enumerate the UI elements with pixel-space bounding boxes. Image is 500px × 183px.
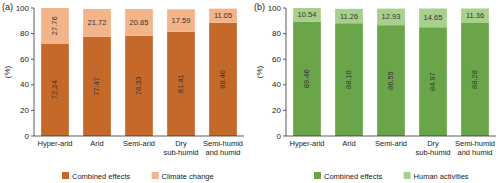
bar-segment	[419, 27, 447, 136]
y-tick	[283, 110, 286, 111]
data-label: 10.54	[298, 10, 317, 19]
y-tick-label: 80	[20, 29, 29, 38]
y-axis-label: (%)	[3, 65, 12, 78]
x-tick-label: Drysub-humid	[163, 139, 198, 157]
x-tick-label: Semi-arid	[123, 139, 155, 148]
legend-swatch	[404, 172, 411, 179]
y-tick	[31, 110, 34, 111]
data-label: 78.33	[135, 76, 144, 95]
panel-label: (a)	[2, 2, 13, 12]
figure: (a) (%) 72.24 27.76 77.47 21.72 78.33 20.85 81.4…	[0, 0, 500, 183]
legend-swatch	[62, 172, 69, 179]
data-label: 20.85	[130, 18, 149, 27]
x-tick-label: Hyper-arid	[289, 139, 324, 148]
y-tick	[283, 8, 286, 9]
data-label: 11.05	[214, 11, 232, 20]
bar-segment	[83, 37, 111, 136]
bar-segment	[125, 9, 153, 36]
bar-segment	[335, 9, 363, 23]
y-tick	[31, 33, 34, 34]
bar-segment	[419, 8, 447, 27]
legend-label: Climate change	[162, 172, 214, 181]
data-label: 27.76	[51, 16, 60, 35]
legend: Combined effects Climate change	[62, 172, 214, 181]
bar-segment	[377, 25, 405, 136]
data-label: 77.47	[93, 77, 102, 96]
x-tick-label: Arid	[342, 139, 355, 148]
panel: (b) (%) 89.46 10.54 88.10 11.26 86.59 12.93 84.9…	[254, 2, 496, 181]
y-tick	[283, 33, 286, 34]
legend-label: Combined effects	[324, 172, 382, 181]
y-tick-label: 0	[25, 132, 30, 141]
y-axis	[34, 8, 35, 136]
data-labels: 72.24 27.76 77.47 21.72 78.33 20.85 81.41 17.59…	[51, 11, 233, 99]
legend: Combined effects Human activities	[314, 172, 469, 181]
x-tick-label: Semi-humidand humid	[455, 139, 495, 157]
y-tick	[283, 136, 286, 137]
data-label: 14.65	[424, 13, 443, 22]
y-tick	[31, 59, 34, 60]
y-tick-label: 40	[20, 80, 29, 89]
y-tick-label: 20	[272, 106, 281, 115]
data-labels: 89.46 10.54 88.10 11.26 86.59 12.93 84.97 14.65…	[298, 10, 485, 91]
data-label: 72.24	[51, 80, 60, 99]
data-label: 88.46	[219, 70, 228, 89]
legend-swatch	[152, 172, 159, 179]
y-tick	[31, 136, 34, 137]
y-tick-label: 100	[16, 4, 30, 13]
data-label: 86.59	[387, 71, 396, 90]
y-tick-label: 0	[277, 132, 282, 141]
bar-segment	[335, 23, 363, 136]
bar-segment	[461, 8, 489, 23]
bar-segment	[167, 32, 195, 136]
y-tick-label: 80	[272, 29, 281, 38]
bar-segment	[461, 23, 489, 136]
y-tick-label: 20	[20, 106, 29, 115]
data-label: 11.36	[466, 11, 484, 20]
bar-segment	[209, 9, 237, 23]
x-tick-label: Semi-arid	[375, 139, 407, 148]
x-tick-label: Hyper-arid	[37, 139, 72, 148]
bar-segment	[41, 44, 69, 136]
x-tick-label: Arid	[90, 139, 103, 148]
data-label: 11.26	[340, 12, 358, 21]
y-tick-label: 100	[268, 4, 282, 13]
y-tick-label: 60	[20, 55, 29, 64]
y-tick	[283, 84, 286, 85]
legend-label: Human activities	[414, 172, 469, 181]
bar-segment	[209, 23, 237, 136]
y-tick-label: 40	[272, 80, 281, 89]
data-label: 84.97	[429, 72, 438, 91]
y-axis	[286, 8, 287, 136]
bars	[293, 8, 489, 136]
panel-label: (b)	[254, 2, 265, 12]
bar-segment	[125, 36, 153, 136]
bar-segment	[377, 9, 405, 26]
bar-segment	[167, 9, 195, 32]
x-axis	[286, 136, 496, 137]
y-tick-label: 60	[272, 55, 281, 64]
x-axis	[34, 136, 244, 137]
data-label: 88.28	[471, 70, 480, 89]
bars	[41, 8, 237, 136]
x-tick-label: Semi-humidand humid	[203, 139, 243, 157]
legend-swatch	[314, 172, 321, 179]
bar-segment	[83, 9, 111, 37]
bar-segment	[293, 8, 321, 21]
data-label: 89.46	[303, 69, 312, 88]
data-label: 88.10	[345, 70, 354, 89]
bar-segment	[293, 21, 321, 136]
data-label: 81.41	[177, 75, 186, 94]
data-label: 21.72	[88, 18, 107, 27]
bar-segment	[41, 8, 69, 44]
data-label: 17.59	[172, 16, 191, 25]
panel: (a) (%) 72.24 27.76 77.47 21.72 78.33 20.85 81.4…	[2, 2, 244, 181]
y-tick	[283, 59, 286, 60]
legend-label: Combined effects	[72, 172, 130, 181]
x-tick-label: Drysub-humid	[415, 139, 450, 157]
y-tick	[31, 8, 34, 9]
y-tick	[31, 84, 34, 85]
y-axis-label: (%)	[255, 65, 264, 78]
data-label: 12.93	[382, 12, 401, 21]
